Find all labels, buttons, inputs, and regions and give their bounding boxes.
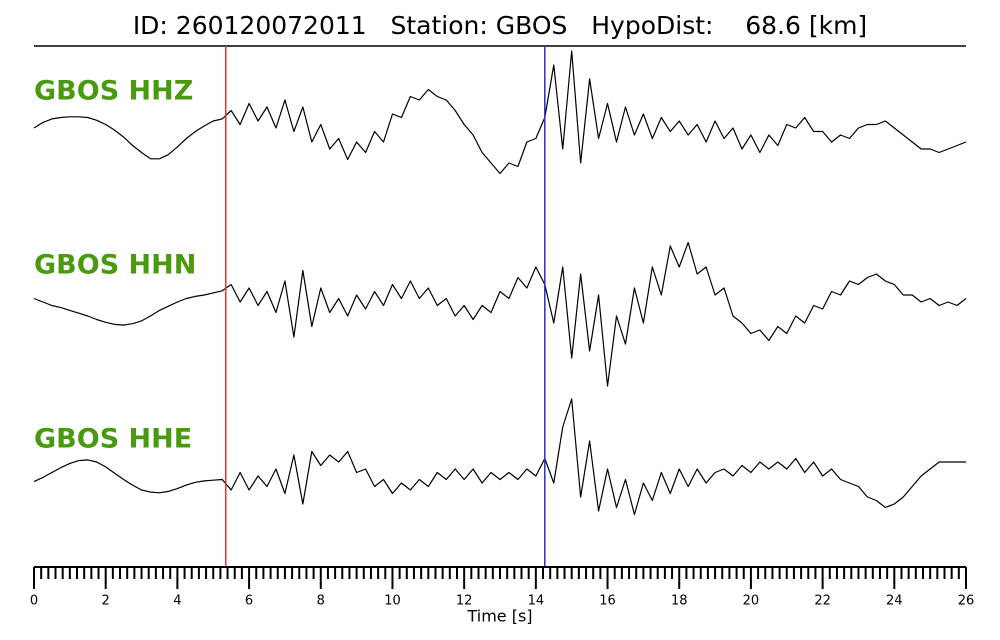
x-tick-label: 10 (384, 594, 401, 609)
trace-label: GBOS HHN (34, 250, 196, 281)
trace-label: GBOS HHZ (34, 76, 193, 107)
x-tick-label: 14 (528, 594, 545, 609)
x-tick-label: 2 (102, 594, 110, 609)
x-tick-label: 26 (958, 594, 975, 609)
x-tick-label: 6 (245, 594, 253, 609)
waveform (33, 241, 967, 387)
chart-title: ID: 260120072011 Station: GBOS HypoDist:… (133, 11, 867, 40)
x-tick-label: 16 (599, 594, 616, 609)
x-tick-label: 12 (456, 594, 473, 609)
waveform (33, 50, 967, 175)
x-tick-label: 8 (317, 594, 325, 609)
waveform (33, 398, 966, 516)
x-tick-label: 22 (814, 594, 831, 609)
x-tick-label: 24 (886, 594, 903, 609)
x-tick-label: 4 (173, 594, 181, 609)
x-tick-label: 0 (30, 594, 38, 609)
x-tick-label: 20 (743, 594, 760, 609)
x-tick-label: 18 (671, 594, 688, 609)
x-axis-label: Time [s] (466, 607, 532, 626)
trace-label: GBOS HHE (34, 424, 192, 455)
